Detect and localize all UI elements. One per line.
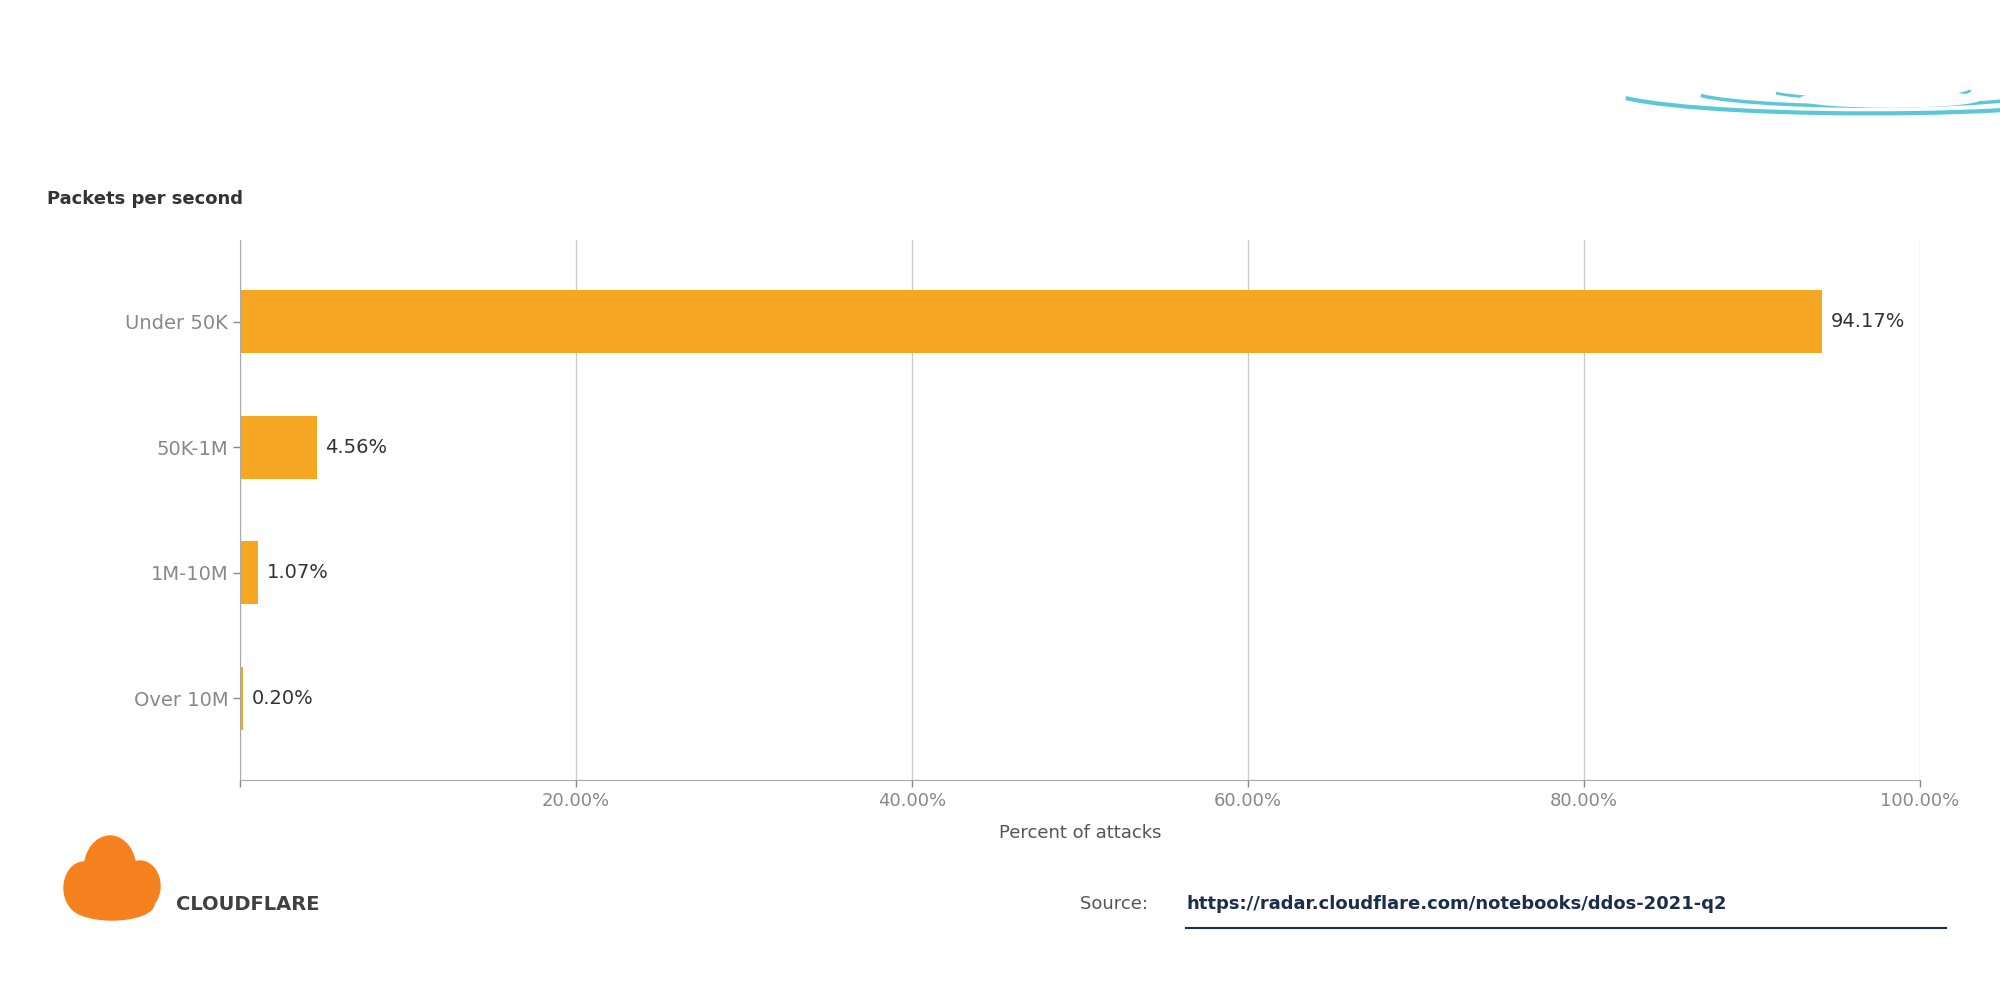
Text: https://radar.cloudflare.com/notebooks/ddos-2021-q2: https://radar.cloudflare.com/notebooks/d… [1186,895,1726,913]
Text: 94.17%: 94.17% [1830,312,1904,331]
Text: 0.20%: 0.20% [252,689,314,708]
Circle shape [1800,91,1980,107]
Text: Source:: Source: [1080,895,1154,913]
Text: Packets per second: Packets per second [46,190,242,208]
Ellipse shape [70,888,154,920]
Ellipse shape [84,836,136,904]
Bar [240,416,316,479]
Text: 4.56%: 4.56% [326,438,388,457]
Bar [240,541,258,604]
Ellipse shape [64,862,104,914]
Text: 1.07%: 1.07% [266,563,328,582]
Ellipse shape [120,861,160,911]
Bar [240,290,1822,353]
X-axis label: Percent of attacks: Percent of attacks [998,824,1162,842]
Bar [240,667,244,730]
Text: CLOUDFLARE: CLOUDFLARE [176,894,320,914]
Text: Network-layer DDoS attacks: Distribution by packet rate: Network-layer DDoS attacks: Distribution… [60,78,1388,120]
